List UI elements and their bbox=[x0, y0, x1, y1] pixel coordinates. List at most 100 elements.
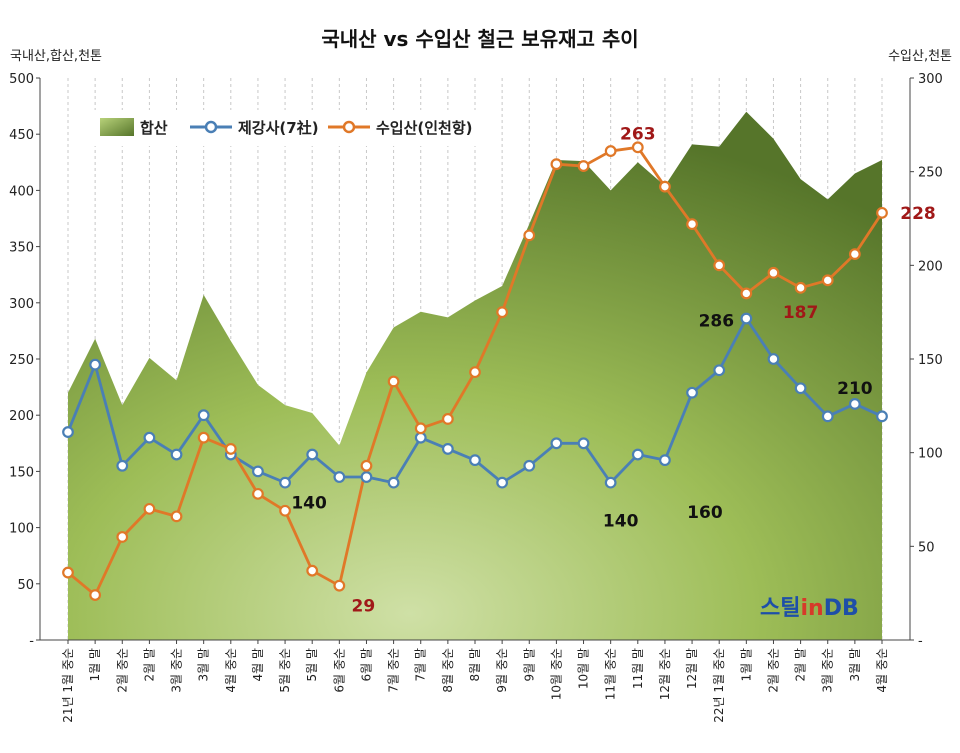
point-steelmakers bbox=[659, 454, 671, 467]
point-imports bbox=[550, 158, 563, 171]
point-steelmakers bbox=[550, 437, 563, 450]
point-imports bbox=[631, 141, 644, 154]
data-label: 228 bbox=[900, 204, 936, 224]
point-steelmakers bbox=[876, 410, 888, 423]
tick-labels: -50100150200250300350400450500-501001502… bbox=[9, 72, 943, 723]
point-steelmakers bbox=[496, 476, 509, 489]
point-imports bbox=[496, 306, 509, 319]
point-steelmakers bbox=[143, 431, 156, 444]
logo-text-part1: 스틸 bbox=[760, 596, 800, 621]
data-label: 29 bbox=[351, 597, 375, 617]
point-imports bbox=[252, 487, 264, 500]
left-tick-label: 350 bbox=[9, 241, 34, 256]
svg-text:스틸inDB: 스틸inDB bbox=[760, 596, 859, 621]
right-tick-label: 100 bbox=[918, 447, 943, 462]
left-tick-label: 250 bbox=[9, 353, 34, 368]
point-steelmakers bbox=[197, 409, 210, 422]
left-axis-unit-label: 국내산,합산,천톤 bbox=[10, 49, 102, 64]
legend-label-steelmakers: 제강사(7社) bbox=[238, 119, 319, 137]
x-tick-label: 10월 중순 bbox=[549, 648, 563, 700]
point-imports bbox=[62, 566, 74, 579]
legend: 합산 제강사(7社) 수입산(인천항) bbox=[82, 110, 494, 146]
point-steelmakers bbox=[414, 431, 427, 444]
left-tick-label: 200 bbox=[9, 409, 34, 424]
legend-marker-imports bbox=[342, 120, 356, 134]
x-tick-label: 5월 중순 bbox=[278, 648, 292, 693]
data-label: 210 bbox=[837, 379, 873, 399]
point-imports bbox=[659, 180, 671, 193]
legend-marker-steelmakers bbox=[204, 120, 218, 134]
point-imports bbox=[170, 510, 183, 523]
x-tick-label: 1월 말 bbox=[739, 648, 753, 682]
point-steelmakers bbox=[306, 448, 319, 461]
x-tick-label: 11월 말 bbox=[631, 648, 645, 689]
point-imports bbox=[89, 589, 102, 601]
x-tick-label: 2월 말 bbox=[142, 648, 156, 682]
point-steelmakers bbox=[441, 443, 454, 455]
logo-text-part3: DB bbox=[824, 596, 859, 621]
data-label: 263 bbox=[620, 124, 656, 144]
point-imports bbox=[767, 266, 780, 279]
point-steelmakers bbox=[631, 448, 644, 461]
point-imports bbox=[740, 287, 753, 300]
point-imports bbox=[441, 413, 454, 425]
legend-label-total: 합산 bbox=[140, 119, 168, 137]
x-tick-label: 2월 중순 bbox=[766, 648, 780, 693]
x-tick-label: 4월 중순 bbox=[224, 648, 238, 693]
data-label: 286 bbox=[699, 312, 735, 332]
left-tick-label: 50 bbox=[17, 578, 34, 593]
point-steelmakers bbox=[848, 398, 861, 410]
point-imports bbox=[523, 229, 536, 242]
point-imports bbox=[197, 431, 210, 444]
point-imports bbox=[224, 443, 237, 455]
x-tick-label: 3월 말 bbox=[197, 648, 211, 682]
point-imports bbox=[794, 281, 807, 294]
right-tick-label: 250 bbox=[918, 166, 943, 181]
x-tick-label: 4월 중순 bbox=[875, 648, 889, 693]
point-imports bbox=[713, 259, 726, 272]
point-imports bbox=[577, 160, 590, 172]
legend-swatch-area bbox=[100, 118, 134, 136]
data-label: 140 bbox=[603, 512, 639, 532]
axes bbox=[36, 77, 914, 644]
point-steelmakers bbox=[713, 364, 726, 377]
chart-title: 국내산 vs 수입산 철근 보유재고 추이 bbox=[321, 27, 638, 51]
x-tick-label: 4월 말 bbox=[251, 648, 265, 682]
right-tick-label: 150 bbox=[918, 353, 943, 368]
x-tick-label: 9월 중순 bbox=[495, 648, 509, 693]
point-imports bbox=[333, 579, 346, 592]
point-steelmakers bbox=[387, 476, 400, 489]
x-tick-label: 8월 말 bbox=[468, 648, 482, 682]
x-tick-label: 21년 1월 중순 bbox=[61, 648, 75, 723]
left-tick-label: 150 bbox=[9, 465, 34, 480]
point-imports bbox=[306, 564, 319, 577]
data-labels: 263 228 187 29 286 210 160 140 140 bbox=[291, 124, 935, 616]
point-steelmakers bbox=[767, 353, 780, 365]
point-imports bbox=[876, 206, 888, 219]
right-tick-label: 50 bbox=[918, 540, 935, 555]
point-steelmakers bbox=[116, 459, 129, 472]
point-steelmakers bbox=[686, 386, 698, 399]
left-tick-label: 100 bbox=[9, 522, 34, 537]
x-tick-label: 10월 말 bbox=[577, 648, 591, 689]
left-tick-label: 400 bbox=[9, 184, 34, 199]
point-imports bbox=[469, 366, 481, 379]
x-tick-label: 6월 중순 bbox=[332, 648, 346, 693]
point-steelmakers bbox=[252, 465, 264, 478]
x-tick-label: 12월 중순 bbox=[658, 648, 672, 700]
point-steelmakers bbox=[821, 410, 834, 423]
x-tick-label: 5월 말 bbox=[305, 648, 319, 682]
x-tick-label: 11월 중순 bbox=[604, 648, 618, 700]
x-tick-label: 3월 말 bbox=[848, 648, 862, 682]
x-tick-label: 9월 말 bbox=[522, 648, 536, 682]
point-steelmakers bbox=[604, 476, 617, 489]
left-tick-label: 450 bbox=[9, 128, 34, 143]
point-imports bbox=[686, 218, 698, 231]
point-imports bbox=[414, 422, 427, 435]
point-imports bbox=[143, 502, 156, 515]
x-tick-label: 8월 중순 bbox=[441, 648, 455, 693]
data-label: 160 bbox=[687, 503, 723, 523]
x-tick-label: 1월 말 bbox=[88, 648, 102, 682]
legend-background bbox=[82, 110, 494, 146]
